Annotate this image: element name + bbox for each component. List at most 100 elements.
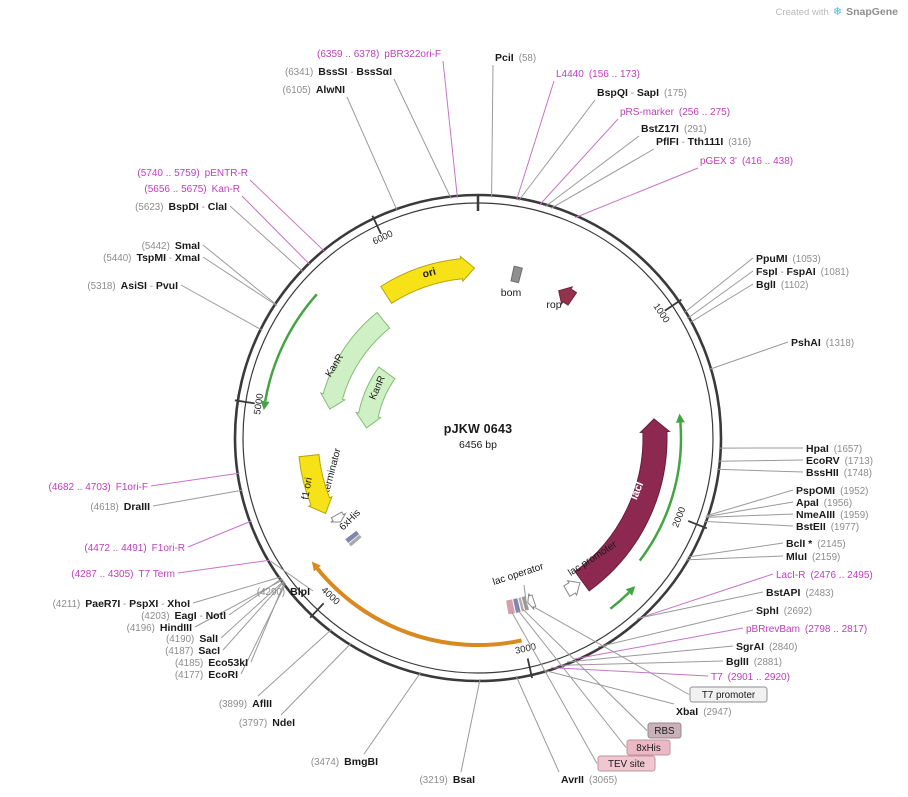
enzyme-site-label: (6341) BssSI - BssSαI [285, 66, 392, 78]
leader-line [241, 195, 311, 266]
primer-label: T7 (2901 .. 2920) [711, 672, 790, 683]
feature-orf-right [638, 422, 683, 562]
leader-line [704, 520, 794, 527]
feature-KanR-2 [355, 366, 396, 429]
feature-gene-orf [315, 567, 523, 647]
feature-f1-ori [298, 454, 333, 515]
enzyme-site-label: FspI - FspAI (1081) [756, 266, 849, 278]
tick [371, 215, 382, 235]
tick-label: 6000 [371, 228, 395, 247]
feature-bom [510, 265, 523, 284]
primer-label: pBRrevBam (2798 .. 2817) [746, 624, 867, 635]
primer-label: pGEX 3' (416 .. 438) [700, 156, 793, 167]
leader-line [550, 148, 655, 209]
tick [309, 602, 325, 619]
feature-rop [558, 286, 578, 306]
leader-line [517, 610, 627, 748]
leader-line [566, 645, 734, 663]
enzyme-site-label: (4190) SalI [166, 633, 218, 645]
feature-8xHis [513, 598, 521, 613]
enzyme-site-label: PspOMI (1952) [796, 485, 868, 497]
feature-lac-promoter [563, 580, 581, 597]
leader-line [544, 135, 640, 207]
feature-rop-label: rop [546, 299, 561, 311]
enzyme-site-label: XbaI (2947) [676, 706, 732, 718]
watermark: Created with ❄ SnapGene [776, 6, 899, 18]
feature-TEV [506, 599, 515, 615]
enzyme-site-label: (3474) BmgBI [311, 756, 378, 768]
leader-line [393, 78, 452, 199]
feature-orf-left-head [260, 400, 270, 411]
enzyme-site-label: (5623) BspDI - ClaI [135, 201, 227, 213]
enzyme-site-label: BglII (2881) [726, 656, 782, 668]
feature-lac-operator-label-line [523, 584, 528, 611]
leader-line [516, 80, 555, 201]
leader-line [240, 583, 287, 675]
leader-line [228, 577, 283, 616]
enzyme-site-label: SgrAI (2840) [736, 641, 797, 653]
enzyme-site-label: ApaI (1956) [796, 497, 852, 509]
leader-line [511, 611, 598, 764]
feature-box-t7-promoter [689, 686, 768, 703]
enzyme-site-label: PciI (58) [495, 52, 536, 64]
leader-line [257, 629, 332, 697]
leader-line [708, 341, 789, 370]
leader-line [180, 284, 263, 331]
leader-line [150, 472, 240, 487]
feature-ori-label: ori [421, 266, 437, 281]
enzyme-site-label: (4187) SacI [165, 645, 220, 657]
feature-ori [380, 255, 476, 304]
enzyme-site-label: BspQI - SapI (175) [597, 87, 687, 99]
leader-line [532, 605, 690, 695]
watermark-brand: SnapGene [846, 6, 898, 18]
primer-label: pRS-marker (256 .. 275) [620, 107, 730, 118]
feature-box-label: 8xHis [636, 743, 661, 754]
enzyme-site-label: (3899) AflII [219, 698, 272, 710]
leader-line [705, 489, 794, 517]
feature-T7-terminator [330, 511, 347, 523]
feature-orf-left [263, 293, 318, 402]
leader-line [683, 257, 754, 314]
tick-label: 2000 [670, 506, 688, 530]
enzyme-site-label: (4618) DraIII [90, 501, 150, 513]
feature-lacI [574, 418, 671, 592]
leader-line [363, 671, 422, 755]
enzyme-site-label: BstAPI (2483) [766, 587, 834, 599]
enzyme-site-label: (4203) EagI - NotI [141, 610, 226, 622]
feature-orf-right-head [675, 413, 685, 423]
leader-line [637, 591, 764, 619]
leader-line [202, 244, 278, 306]
enzyme-site-label: EcoRV (1713) [806, 455, 873, 467]
enzyme-site-label: BstZ17I (291) [641, 123, 707, 135]
primer-label: (6359 .. 6378) pBR322ori-F [317, 49, 441, 60]
enzyme-site-label: (4211) PaeR7I - PspXI - XhoI [53, 598, 190, 610]
leader-line [515, 675, 560, 773]
enzyme-site-label: (4177) EcoRI [175, 669, 238, 681]
primer-label: LacI-R (2476 .. 2495) [776, 570, 873, 581]
leader-line [542, 669, 675, 705]
leader-line [689, 283, 754, 324]
enzyme-site-label: SphI (2692) [756, 605, 812, 617]
tick [234, 399, 255, 405]
enzyme-site-label: HpaI (1657) [806, 443, 862, 455]
enzyme-site-label: MluI (2159) [786, 551, 840, 563]
enzyme-site-label: (5442) SmaI [142, 240, 201, 252]
leader-line [460, 678, 481, 773]
enzyme-site-label: (5318) AsiSI - PvuI [87, 280, 178, 292]
feature-gene-orf-head [311, 561, 321, 572]
feature-stop [348, 534, 362, 547]
enzyme-site-label: AvrII (3065) [561, 774, 617, 786]
enzyme-site-label: BssHII (1748) [806, 467, 872, 479]
enzyme-site-label: (6105) AlwNI [283, 84, 346, 96]
feature-bom-label: bom [501, 287, 522, 299]
primer-label: L4440 (156 .. 173) [556, 69, 640, 80]
leader-line [716, 468, 804, 473]
backbone-inner-ring [242, 202, 714, 674]
leader-line [637, 573, 774, 620]
feature-6xHis [345, 530, 360, 543]
leader-line [177, 559, 271, 574]
leader-line [705, 501, 794, 518]
leader-line [705, 513, 794, 518]
tick [526, 658, 533, 679]
